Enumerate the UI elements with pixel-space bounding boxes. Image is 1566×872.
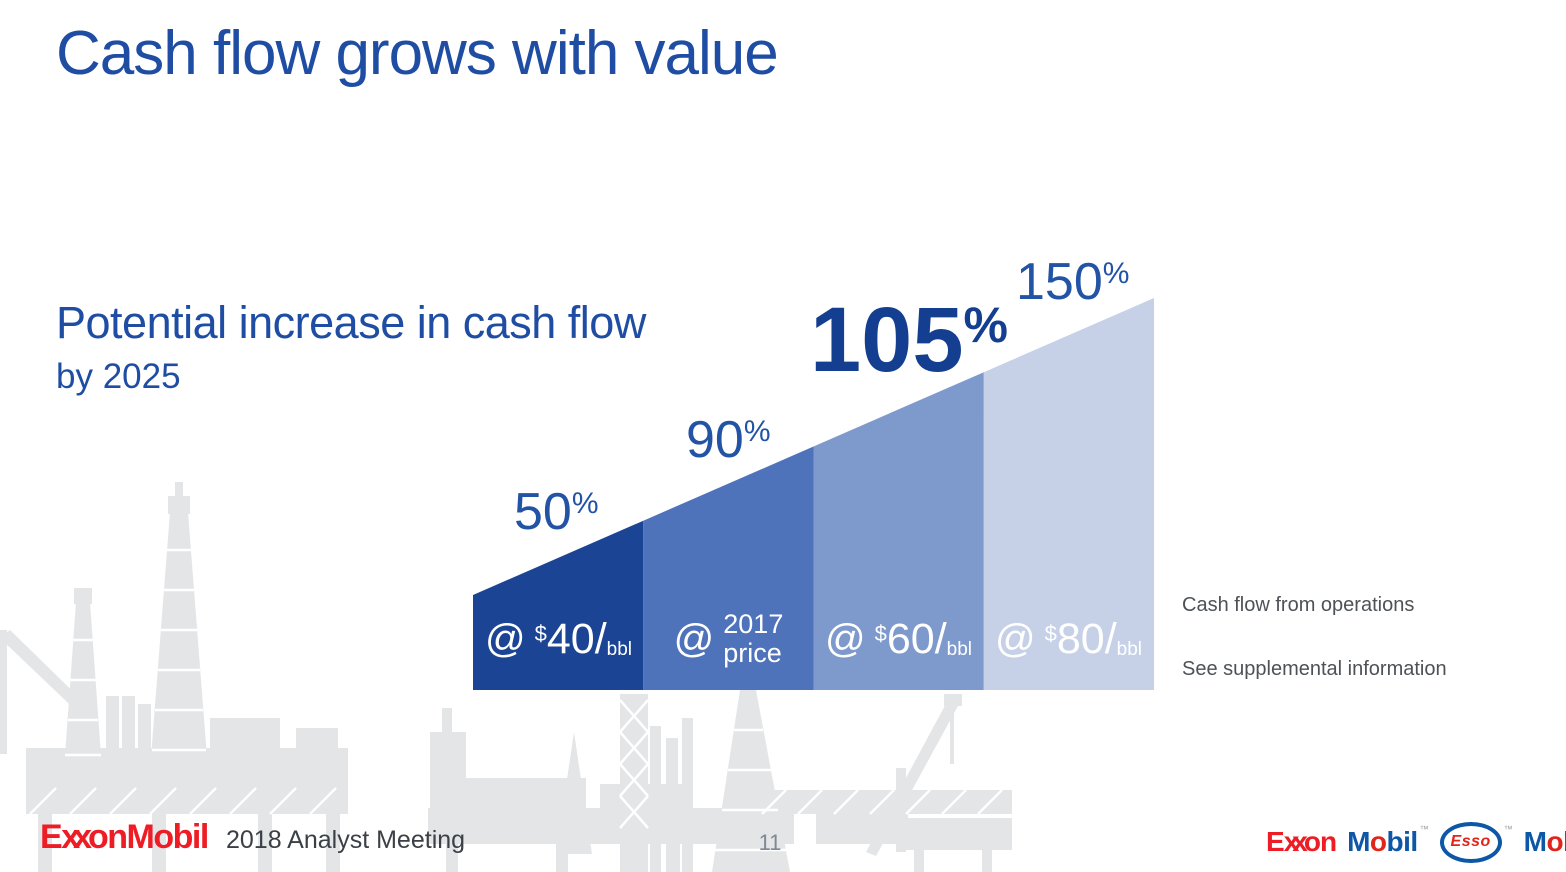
note-cash-flow-from-operations: Cash flow from operations: [1182, 594, 1415, 616]
price-year: 2017: [723, 608, 784, 639]
mobil-red-o: o: [1369, 826, 1387, 857]
oil-rig-watermark: [0, 482, 1012, 872]
price-amount: 40/: [546, 614, 607, 663]
page-number: 11: [758, 830, 782, 855]
mobil-rest: bil: [1563, 826, 1566, 857]
note-see-supplemental-information: See supplemental information: [1182, 658, 1447, 680]
bar-label-2017-price: @ 2017 price: [643, 600, 814, 678]
meeting-label: 2018 Analyst Meeting: [226, 826, 466, 854]
mobil-red-o: o: [1546, 826, 1564, 857]
pct-value: 50: [514, 483, 572, 541]
mobil-m: M: [1523, 826, 1547, 857]
exxon-logo: Exx on: [1266, 826, 1337, 858]
at-sign: @: [995, 616, 1036, 661]
chart-title: Potential increase in cash flow: [56, 297, 646, 348]
pct-value: 105: [810, 289, 964, 391]
brand-e: E: [40, 818, 63, 856]
brand-rest: onMobil: [88, 818, 209, 856]
trademark-symbol: ™: [1419, 824, 1429, 834]
brand-logos-row: Exxon Mobil ™ Esso ™ Mobil 1: [1266, 821, 1566, 863]
exxon-e: E: [1266, 826, 1285, 857]
at-sign: @: [673, 616, 715, 661]
mobil-logo: Mobil: [1347, 826, 1418, 858]
pct-label-150: 150 %: [1016, 256, 1129, 308]
exxon-rest: on: [1303, 826, 1337, 857]
price-unit: bbl: [606, 638, 632, 660]
chart-subtitle: by 2025: [56, 357, 181, 396]
price-unit: bbl: [946, 638, 972, 660]
pct-label-90: 90 %: [686, 414, 771, 466]
wedge-segment-80bbl: [983, 298, 1154, 690]
price-label: 2017 price: [723, 608, 784, 668]
bar-label-40bbl: @ $ 40/ bbl: [473, 600, 644, 678]
pct-label-50: 50 %: [514, 486, 599, 538]
wedge-segment-60bbl: [813, 372, 984, 690]
bar-label-60bbl: @ $ 60/ bbl: [813, 600, 984, 678]
dollar-sign: $: [534, 620, 547, 646]
cash-flow-wedge-chart: [473, 298, 1154, 690]
percent-sign: %: [1102, 257, 1130, 290]
mobil-m: M: [1347, 826, 1370, 857]
exxon-interlocked-xx: xx: [1283, 826, 1308, 857]
wedge-segment-40bbl: [473, 520, 644, 690]
price-label: $ 60/ bbl: [875, 615, 972, 664]
wedge-segment-2017price: [643, 446, 814, 690]
bar-label-80bbl: @ $ 80/ bbl: [983, 600, 1154, 678]
brand-interlocked-xx: xx: [61, 818, 92, 856]
percent-sign: %: [963, 297, 1008, 353]
price-label: $ 40/ bbl: [535, 615, 632, 664]
pct-value: 150: [1016, 253, 1103, 311]
price-label: $ 80/ bbl: [1045, 615, 1142, 664]
pct-label-105-highlight: 105 %: [810, 294, 1008, 386]
pct-value: 90: [686, 411, 744, 469]
exxonmobil-logo: ExxonMobil: [40, 818, 209, 857]
at-sign: @: [485, 616, 526, 661]
dollar-sign: $: [1044, 620, 1057, 646]
percent-sign: %: [571, 487, 599, 520]
price-amount: 60/: [886, 614, 947, 663]
price-amount: 80/: [1056, 614, 1117, 663]
esso-text: Esso: [1450, 833, 1491, 850]
price-word: price: [723, 638, 782, 668]
mobil1-logo: Mobil: [1524, 826, 1566, 858]
page-title: Cash flow grows with value: [56, 19, 779, 88]
trademark-symbol: ™: [1503, 824, 1513, 834]
price-unit: bbl: [1116, 638, 1142, 660]
percent-sign: %: [743, 415, 771, 448]
mobil-rest: bil: [1386, 826, 1419, 857]
at-sign: @: [825, 616, 866, 661]
dollar-sign: $: [874, 620, 887, 646]
esso-logo: Esso: [1439, 821, 1502, 863]
